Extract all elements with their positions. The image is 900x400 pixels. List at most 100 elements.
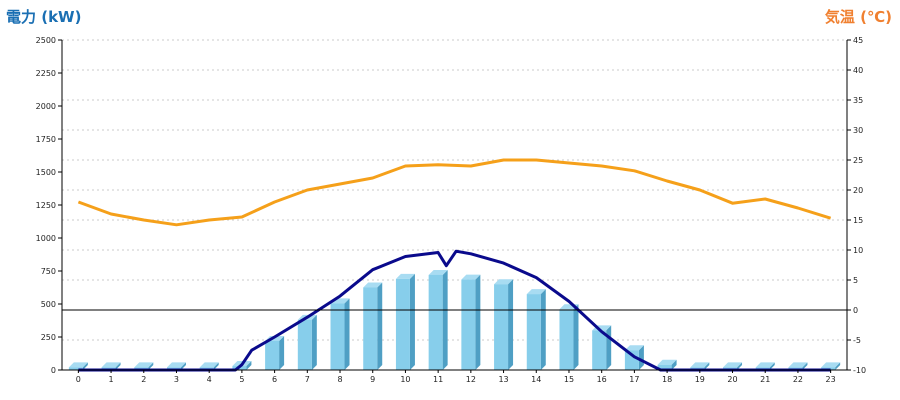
bar-top bbox=[755, 362, 775, 368]
bar-top bbox=[395, 273, 415, 279]
bar-top bbox=[134, 362, 154, 368]
bar-side bbox=[82, 362, 88, 370]
bar-side bbox=[802, 362, 808, 370]
bar bbox=[428, 274, 443, 370]
bar bbox=[592, 330, 607, 370]
bar bbox=[297, 319, 312, 370]
right-tick-label: 30 bbox=[853, 126, 863, 135]
axes bbox=[58, 39, 851, 373]
bar-top bbox=[494, 279, 514, 285]
x-tick-label: 0 bbox=[76, 375, 81, 384]
left-tick-label: 1500 bbox=[36, 168, 56, 177]
x-tick-label: 8 bbox=[337, 375, 342, 384]
bar-side bbox=[148, 362, 154, 370]
bar bbox=[461, 279, 476, 370]
bar-side bbox=[311, 314, 317, 370]
bar-side bbox=[704, 362, 710, 370]
x-tick-label: 16 bbox=[597, 375, 607, 384]
x-tick-label: 17 bbox=[629, 375, 639, 384]
x-tick-label: 11 bbox=[433, 375, 443, 384]
left-tick-label: 250 bbox=[41, 333, 56, 342]
bar-top bbox=[101, 362, 121, 368]
x-tick-label: 20 bbox=[727, 375, 737, 384]
right-axis-unit: 気温 (℃) bbox=[824, 8, 892, 26]
temperature-line bbox=[77, 158, 832, 227]
x-tick-label: 19 bbox=[695, 375, 705, 384]
bar-side bbox=[737, 362, 743, 370]
left-tick-label: 0 bbox=[51, 366, 56, 375]
x-tick-label: 12 bbox=[466, 375, 476, 384]
x-tick-label: 7 bbox=[305, 375, 310, 384]
left-tick-label: 1250 bbox=[36, 201, 56, 210]
bar-top bbox=[788, 362, 808, 368]
bar-top bbox=[428, 269, 448, 275]
right-tick-label: 35 bbox=[853, 96, 863, 105]
bar-side bbox=[246, 361, 252, 370]
grid-lines bbox=[62, 39, 847, 341]
right-tick-label: 15 bbox=[853, 216, 863, 225]
bar-side bbox=[180, 362, 186, 370]
bar bbox=[363, 287, 378, 370]
tick-labels: 02505007501000125015001750200022502500-1… bbox=[36, 36, 866, 384]
power-line bbox=[78, 249, 831, 372]
bar-top bbox=[821, 362, 841, 368]
x-tick-label: 22 bbox=[793, 375, 803, 384]
bar-side bbox=[279, 335, 285, 370]
left-axis-unit: 電力 (kW) bbox=[6, 8, 82, 26]
right-tick-label: -10 bbox=[853, 366, 866, 375]
bar-side bbox=[344, 298, 350, 370]
bar-top bbox=[199, 362, 219, 368]
bar bbox=[657, 364, 672, 370]
right-tick-label: 5 bbox=[853, 276, 858, 285]
bar-side bbox=[115, 362, 121, 370]
x-tick-label: 13 bbox=[498, 375, 508, 384]
bar bbox=[330, 303, 345, 370]
x-tick-label: 15 bbox=[564, 375, 574, 384]
x-tick-label: 6 bbox=[272, 375, 277, 384]
bar-side bbox=[769, 362, 775, 370]
bar-side bbox=[573, 304, 579, 370]
x-tick-label: 14 bbox=[531, 375, 541, 384]
series-lines bbox=[77, 158, 832, 372]
right-tick-label: 45 bbox=[853, 36, 863, 45]
x-tick-label: 5 bbox=[239, 375, 244, 384]
bar-side bbox=[377, 282, 383, 370]
bar-top bbox=[526, 289, 546, 295]
left-tick-label: 500 bbox=[41, 300, 56, 309]
bar-top bbox=[68, 362, 88, 368]
x-tick-label: 4 bbox=[207, 375, 212, 384]
bar-side bbox=[442, 269, 448, 370]
bar-side bbox=[213, 362, 219, 370]
left-tick-label: 1000 bbox=[36, 234, 56, 243]
bar-side bbox=[606, 325, 612, 370]
bar-top bbox=[723, 362, 743, 368]
right-tick-label: 40 bbox=[853, 66, 863, 75]
bar-side bbox=[835, 362, 841, 370]
x-tick-label: 23 bbox=[826, 375, 836, 384]
bar-top bbox=[166, 362, 186, 368]
bar-top bbox=[657, 359, 677, 365]
x-tick-label: 1 bbox=[109, 375, 114, 384]
bar-side bbox=[540, 289, 546, 370]
bar bbox=[68, 367, 83, 370]
left-tick-label: 750 bbox=[41, 267, 56, 276]
bar-top bbox=[624, 345, 644, 351]
bar-side bbox=[671, 359, 677, 370]
bar bbox=[265, 340, 280, 370]
bar bbox=[559, 309, 574, 370]
left-tick-label: 1750 bbox=[36, 135, 56, 144]
left-tick-label: 2250 bbox=[36, 69, 56, 78]
x-tick-label: 3 bbox=[174, 375, 179, 384]
right-tick-label: 20 bbox=[853, 186, 863, 195]
left-tick-label: 2000 bbox=[36, 102, 56, 111]
bar-top bbox=[461, 274, 481, 280]
bar-side bbox=[475, 274, 481, 370]
right-tick-label: 10 bbox=[853, 246, 863, 255]
right-tick-label: 0 bbox=[853, 306, 858, 315]
bar bbox=[526, 294, 541, 370]
bar-side bbox=[638, 345, 644, 370]
x-tick-label: 10 bbox=[400, 375, 410, 384]
bar-top bbox=[363, 282, 383, 288]
x-tick-label: 21 bbox=[760, 375, 770, 384]
